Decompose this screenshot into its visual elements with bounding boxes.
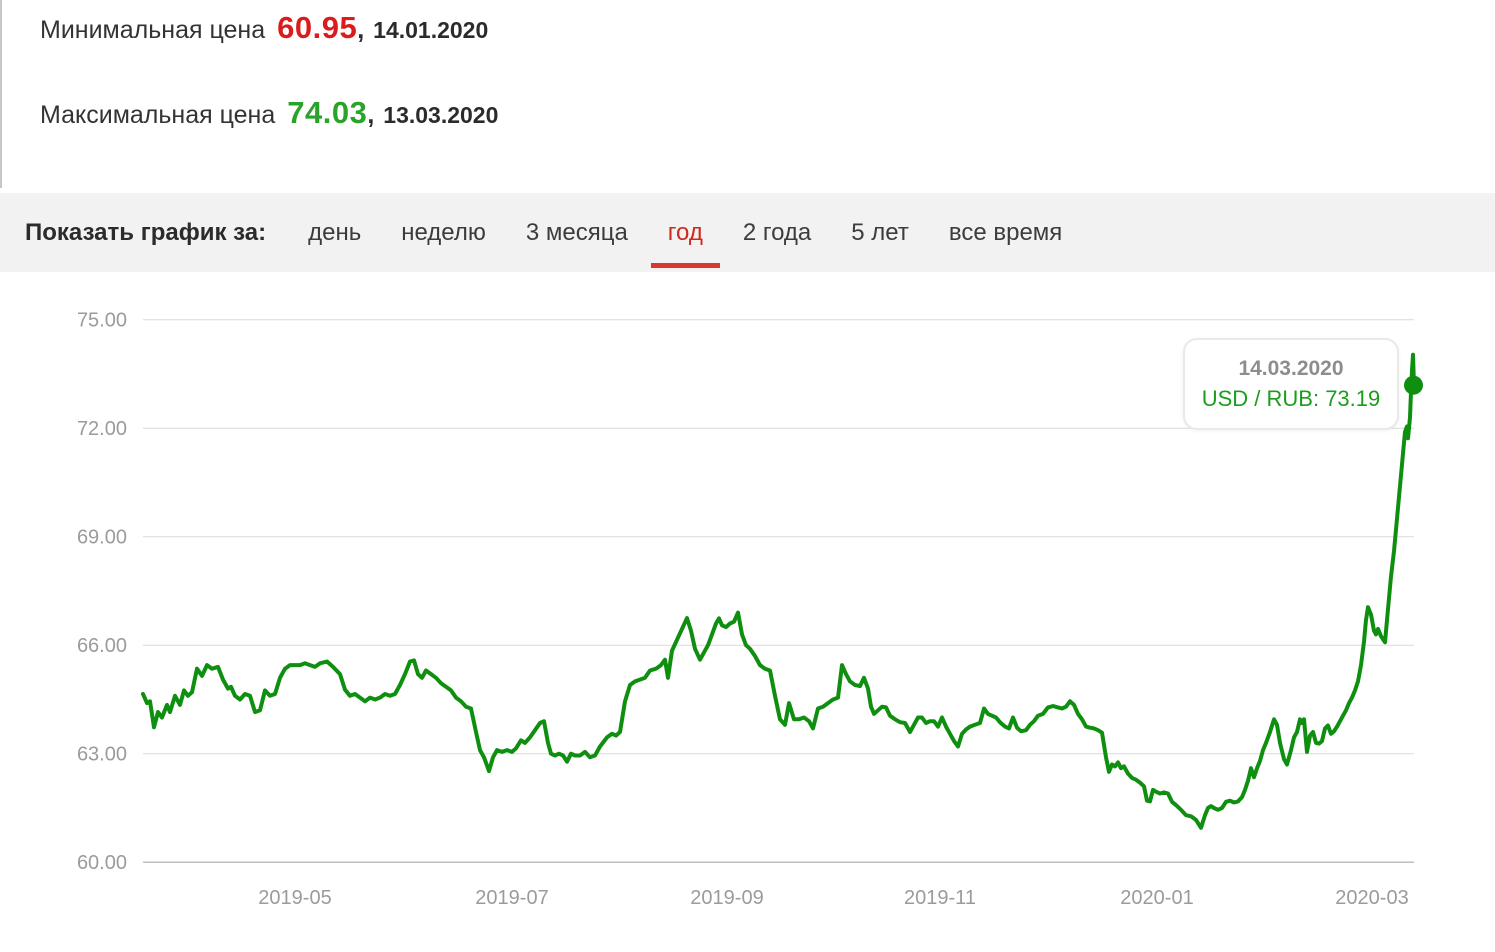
x-axis-label: 2020-01 xyxy=(1120,887,1193,909)
tab-3-months[interactable]: 3 месяца xyxy=(525,218,628,246)
x-axis-label: 2019-11 xyxy=(904,887,976,909)
y-axis-label: 66.00 xyxy=(77,635,127,657)
y-axis-label: 69.00 xyxy=(77,527,127,549)
y-axis-label: 72.00 xyxy=(77,418,127,440)
tooltip-value: USD / RUB: 73.19 xyxy=(1201,385,1381,411)
max-price-row: Максимальная цена 74.03, 13.03.2020 xyxy=(40,95,498,131)
x-axis-label: 2019-07 xyxy=(475,887,548,909)
x-axis-label: 2020-03 xyxy=(1335,887,1408,909)
period-tab-bar: Показать график за: день неделю 3 месяца… xyxy=(0,193,1495,272)
max-price-date: 13.03.2020 xyxy=(383,102,499,128)
price-extremes-block: Минимальная цена 60.95, 14.01.2020 Макси… xyxy=(0,0,1495,188)
min-price-label: Минимальная цена xyxy=(40,16,266,44)
tab-day[interactable]: день xyxy=(308,218,362,246)
exchange-rate-chart: 75.00 72.00 69.00 66.00 63.00 60.00 2019-05 201… xyxy=(0,272,1495,952)
period-bar-label: Показать график за: xyxy=(25,218,267,246)
y-axis-label: 60.00 xyxy=(77,852,127,874)
tab-2-years[interactable]: 2 года xyxy=(742,218,812,246)
chart-tooltip: 14.03.2020 USD / RUB: 73.19 xyxy=(1183,338,1399,430)
min-price-value: 60.95 xyxy=(277,10,358,45)
usd-rub-line-chart[interactable]: 75.00 72.00 69.00 66.00 63.00 60.00 2019-05 201… xyxy=(0,272,1495,952)
tab-week[interactable]: неделю xyxy=(401,218,486,246)
max-price-value: 74.03 xyxy=(287,95,368,130)
separator: , xyxy=(357,16,365,44)
tab-year[interactable]: год xyxy=(650,218,720,268)
tab-5-years[interactable]: 5 лет xyxy=(851,218,909,246)
tab-all-time[interactable]: все время xyxy=(948,218,1063,246)
tooltip-date: 14.03.2020 xyxy=(1238,356,1344,380)
separator: , xyxy=(367,101,375,129)
y-axis-label: 63.00 xyxy=(77,744,127,766)
x-axis-label: 2019-05 xyxy=(258,887,331,909)
last-point-marker xyxy=(1404,375,1423,395)
x-axis-label: 2019-09 xyxy=(690,887,763,909)
max-price-label: Максимальная цена xyxy=(40,101,276,129)
y-axis-label: 75.00 xyxy=(77,310,127,332)
price-line xyxy=(141,352,1416,830)
min-price-date: 14.01.2020 xyxy=(373,17,489,43)
min-price-row: Минимальная цена 60.95, 14.01.2020 xyxy=(40,10,488,46)
